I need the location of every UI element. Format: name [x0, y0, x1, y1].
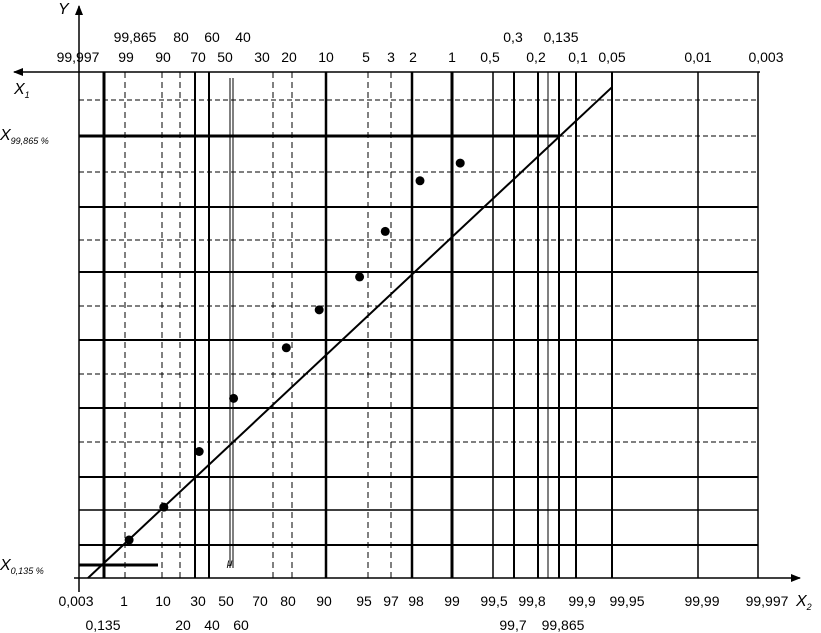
top-tick-row2-17: 0,003 — [748, 49, 783, 65]
data-point-6 — [314, 305, 324, 315]
data-point-2 — [159, 502, 169, 512]
x2-axis-name: X2 — [795, 593, 812, 612]
top-tick-row1-2: 60 — [204, 29, 220, 45]
top-tick-row2-3: 70 — [190, 49, 206, 65]
top-tick-row2-6: 20 — [281, 49, 297, 65]
bottom-tick-row1-0: 0,003 — [58, 593, 93, 609]
top-tick-row1-4: 0,3 — [503, 29, 523, 45]
horizontal-grid-lines — [79, 99, 758, 546]
top-tick-row2-1: 99 — [118, 49, 134, 65]
data-point-3 — [194, 447, 204, 456]
bottom-tick-labels: 0,003 1 10 30 50 70 80 90 95 97 98 99 99,5 99,8 99,9 99… — [58, 593, 788, 633]
bottom-tick-row1-10: 98 — [408, 593, 424, 609]
x1-axis-name: X1 — [13, 81, 30, 100]
top-tick-row2-12: 0,5 — [480, 49, 500, 65]
bottom-tick-row2-2: 40 — [204, 617, 220, 633]
top-tick-row2-2: 90 — [155, 49, 171, 65]
data-point-10 — [455, 158, 465, 168]
top-tick-row2-4: 50 — [217, 49, 233, 65]
data-points — [124, 158, 465, 545]
fit-line — [87, 86, 613, 579]
top-tick-row2-10: 2 — [409, 49, 417, 65]
top-tick-row2-7: 10 — [318, 49, 334, 65]
bottom-tick-row2-5: 99,865 — [542, 617, 585, 633]
data-point-5 — [281, 343, 291, 353]
upper-limit-label: X99,865 % — [0, 127, 49, 146]
mean-label: μ — [226, 558, 233, 569]
bottom-tick-row1-6: 80 — [280, 593, 296, 609]
top-tick-row2-13: 0,2 — [526, 49, 546, 65]
top-tick-row2-9: 3 — [387, 49, 395, 65]
data-point-1 — [124, 535, 134, 545]
top-tick-row1-3: 40 — [235, 29, 251, 45]
bottom-tick-row1-16: 99,99 — [684, 593, 719, 609]
bottom-tick-row1-11: 99 — [444, 593, 460, 609]
bottom-tick-row2-0: 0,135 — [85, 617, 120, 633]
lower-limit-label: X0,135 % — [0, 557, 44, 576]
bottom-tick-row1-13: 99,8 — [518, 593, 545, 609]
bottom-tick-row1-15: 99,95 — [609, 593, 644, 609]
bottom-tick-row1-1: 1 — [120, 593, 128, 609]
bottom-tick-row1-4: 50 — [218, 593, 234, 609]
bottom-tick-row1-12: 99,5 — [480, 593, 507, 609]
y-axis-name: Y — [58, 1, 70, 18]
bottom-tick-row2-1: 20 — [175, 617, 191, 633]
data-point-7 — [355, 272, 365, 282]
bottom-tick-row1-2: 10 — [155, 593, 171, 609]
bottom-tick-row1-7: 90 — [316, 593, 332, 609]
bottom-tick-row1-8: 95 — [356, 593, 372, 609]
bottom-tick-row1-9: 97 — [383, 593, 399, 609]
bottom-tick-row1-3: 30 — [190, 593, 206, 609]
top-tick-row2-16: 0,01 — [684, 49, 711, 65]
bottom-tick-row2-4: 99,7 — [499, 617, 526, 633]
top-tick-row1-1: 80 — [173, 29, 189, 45]
top-tick-row2-5: 30 — [254, 49, 270, 65]
top-tick-row2-15: 0,05 — [598, 49, 625, 65]
top-tick-row1-5: 0,135 — [543, 29, 578, 45]
bottom-tick-row1-14: 99,9 — [568, 593, 595, 609]
top-tick-row2-14: 0,1 — [568, 49, 588, 65]
top-tick-row2-0: 99,997 — [57, 49, 100, 65]
bottom-tick-row1-5: 70 — [252, 593, 268, 609]
data-point-4 — [229, 393, 239, 403]
top-tick-row1-0: 99,865 — [114, 29, 157, 45]
bottom-tick-row2-3: 60 — [233, 617, 249, 633]
top-tick-row2-11: 1 — [448, 49, 456, 65]
data-point-9 — [415, 176, 425, 186]
bottom-tick-row1-17: 99,997 — [746, 593, 789, 609]
top-tick-row2-8: 5 — [362, 49, 370, 65]
data-point-8 — [380, 226, 390, 236]
vertical-grid-lines — [102, 72, 699, 578]
